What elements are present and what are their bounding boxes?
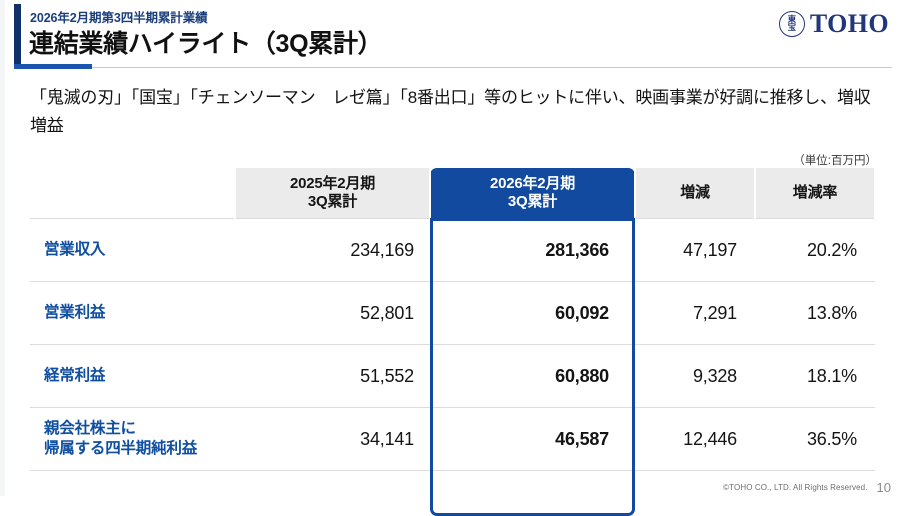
header-eyebrow: 2026年2月期第3四半期累計業績 bbox=[30, 11, 208, 25]
row-label-line1: 営業収入 bbox=[44, 240, 106, 258]
slide-bottom-edge bbox=[0, 496, 905, 500]
cell-curr-0: 281,366 bbox=[430, 218, 635, 282]
table-header-row: 2025年2月期 3Q累計 2026年2月期 3Q累計 増減 増減率 bbox=[30, 168, 876, 219]
slide-footer: ©TOHO CO., LTD. All Rights Reserved. 10 bbox=[723, 481, 891, 494]
cell-prev-2: 51,552 bbox=[235, 344, 430, 408]
financial-table-wrapper: 2025年2月期 3Q累計 2026年2月期 3Q累計 増減 増減率 営業収入 bbox=[30, 168, 876, 516]
header-curr-line1: 2026年2月期 bbox=[489, 174, 576, 192]
lead-paragraph: 「鬼滅の刃」「国宝」「チェンソーマン レゼ篇」「8番出口」等のヒットに伴い、映画… bbox=[30, 88, 871, 135]
row-label-operating-revenue: 営業収入 bbox=[30, 218, 235, 282]
toho-wordmark: TOHO bbox=[809, 9, 889, 38]
row-label-line1: 親会社株主に bbox=[44, 419, 136, 437]
cell-curr-2: 60,880 bbox=[430, 344, 635, 408]
cell-prev-0: 234,169 bbox=[235, 218, 430, 282]
cell-rate-3: 36.5% bbox=[755, 407, 875, 471]
page-number: 10 bbox=[876, 480, 891, 495]
slide-left-edge bbox=[0, 0, 5, 500]
cell-rate-1: 13.8% bbox=[755, 281, 875, 345]
table-row: 親会社株主に 帰属する四半期純利益 34,141 46,587 12,446 3… bbox=[30, 407, 875, 471]
emblem-kanji-bottom: 宝 bbox=[787, 22, 797, 32]
header-accent-foot bbox=[14, 64, 92, 69]
header-curr-line2: 3Q累計 bbox=[507, 193, 558, 210]
cell-diff-1: 7,291 bbox=[635, 281, 755, 345]
cell-curr-1: 60,092 bbox=[430, 281, 635, 345]
header-cell-blank bbox=[30, 168, 235, 219]
row-label-ordinary-income: 経常利益 bbox=[30, 344, 235, 408]
table-row: 営業収入 234,169 281,366 47,197 20.2% bbox=[30, 218, 875, 282]
copyright-text: ©TOHO CO., LTD. All Rights Reserved. bbox=[723, 483, 868, 492]
cell-rate-0: 20.2% bbox=[755, 218, 875, 282]
cell-diff-2: 9,328 bbox=[635, 344, 755, 408]
row-label-operating-income: 営業利益 bbox=[30, 281, 235, 345]
table-row: 営業利益 52,801 60,092 7,291 13.8% bbox=[30, 281, 875, 345]
row-label-line1: 経常利益 bbox=[44, 366, 106, 384]
row-label-line2: 帰属する四半期純利益 bbox=[44, 440, 198, 457]
header-accent-bar bbox=[14, 4, 21, 68]
table-row: 経常利益 51,552 60,880 9,328 18.1% bbox=[30, 344, 875, 408]
header-cell-change-rate: 増減率 bbox=[754, 168, 876, 219]
cell-rate-2: 18.1% bbox=[755, 344, 875, 408]
cell-curr-3: 46,587 bbox=[430, 407, 635, 471]
cell-prev-1: 52,801 bbox=[235, 281, 430, 345]
header-prev-line1: 2025年2月期 bbox=[289, 174, 376, 192]
header-divider bbox=[92, 67, 892, 68]
cell-diff-3: 12,446 bbox=[635, 407, 755, 471]
header-cell-prev-period: 2025年2月期 3Q累計 bbox=[234, 168, 431, 219]
cell-prev-3: 34,141 bbox=[235, 407, 430, 471]
unit-note: （単位:百万円） bbox=[793, 155, 877, 167]
header-cell-change: 増減 bbox=[634, 168, 756, 219]
financial-highlights-table: 2025年2月期 3Q累計 2026年2月期 3Q累計 増減 増減率 営業収入 bbox=[30, 168, 876, 471]
page-title: 連結業績ハイライト（3Q累計） bbox=[29, 30, 383, 58]
header-prev-line2: 3Q累計 bbox=[307, 193, 358, 210]
toho-logo: 東 宝 TOHO bbox=[778, 9, 889, 38]
toho-emblem-icon: 東 宝 bbox=[778, 11, 805, 37]
table-head: 2025年2月期 3Q累計 2026年2月期 3Q累計 増減 増減率 bbox=[30, 168, 876, 219]
row-label-line1: 営業利益 bbox=[44, 303, 106, 321]
cell-diff-0: 47,197 bbox=[635, 218, 755, 282]
table-body: 営業収入 234,169 281,366 47,197 20.2% 営業利益 5… bbox=[30, 218, 875, 471]
row-label-net-income: 親会社株主に 帰属する四半期純利益 bbox=[30, 407, 235, 471]
header-cell-current-period: 2026年2月期 3Q累計 bbox=[430, 168, 635, 219]
slide-header: 2026年2月期第3四半期累計業績 連結業績ハイライト（3Q累計） 東 宝 TO… bbox=[0, 0, 905, 72]
emblem-kanji-top: 東 bbox=[787, 14, 797, 25]
